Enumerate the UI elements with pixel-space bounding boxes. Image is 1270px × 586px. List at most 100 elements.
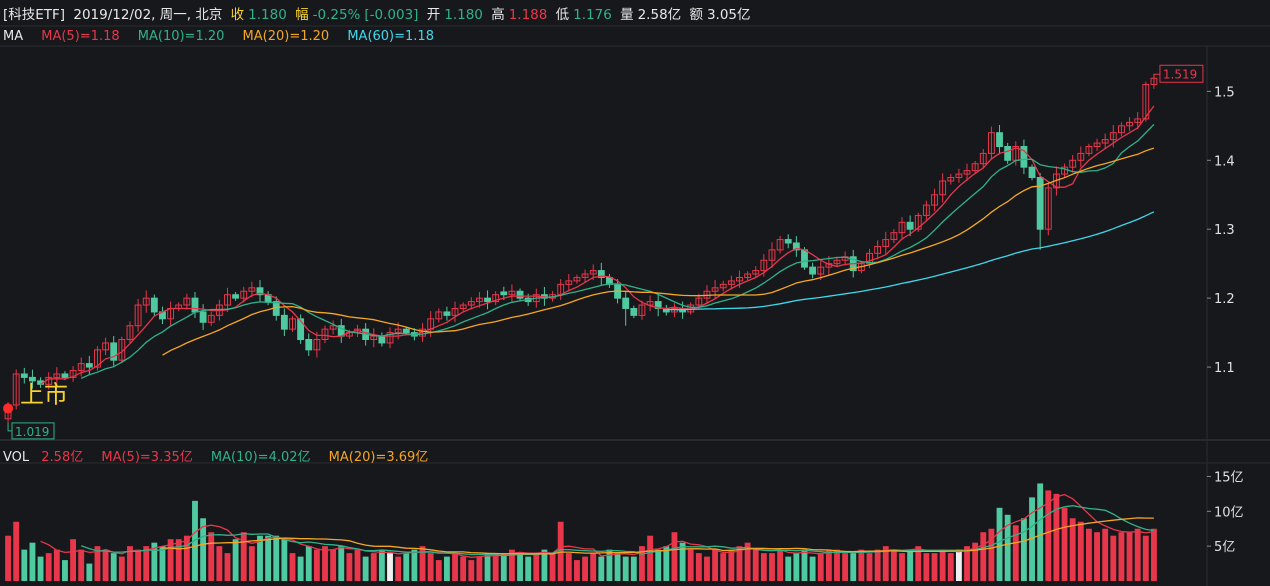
volume-bar xyxy=(598,556,605,581)
volume-bar xyxy=(135,549,142,581)
candle-body xyxy=(833,259,841,265)
change-abs: [-0.003] xyxy=(364,7,419,23)
volume-bar xyxy=(866,553,873,581)
volume-bar xyxy=(29,542,36,581)
volume-bar xyxy=(1020,518,1027,581)
volume-bar xyxy=(338,546,345,581)
volume-bar xyxy=(232,539,239,581)
listing-label: 上市 xyxy=(20,380,68,408)
volume-bar xyxy=(890,549,897,581)
price-tick-label: 1.3 xyxy=(1214,223,1235,238)
volume-bar xyxy=(297,556,304,581)
candle-body xyxy=(1077,152,1085,161)
volume-bar xyxy=(541,549,548,581)
candle-body xyxy=(69,370,77,378)
candle-body xyxy=(443,311,451,316)
volume-bar xyxy=(118,556,125,581)
candle-body xyxy=(1069,159,1077,168)
high-marker-label: 1.519 xyxy=(1163,67,1197,81)
candle-body xyxy=(94,349,101,368)
candle-body xyxy=(727,280,735,285)
volume-bar xyxy=(86,563,93,581)
candle-body xyxy=(979,152,987,165)
vol-tick-label: 15亿 xyxy=(1214,470,1244,485)
volume-bar xyxy=(476,556,483,581)
candle-body xyxy=(1126,121,1133,127)
low-value: 1.176 xyxy=(573,7,612,23)
volume-bar xyxy=(200,518,207,581)
volume-bar xyxy=(679,542,686,581)
ma-legend: MA MA(5)=1.18 MA(10)=1.20 MA(20)=1.20 MA… xyxy=(3,29,448,47)
symbol-label: [科技ETF] xyxy=(3,7,66,23)
candle-body xyxy=(402,328,410,334)
candle-body xyxy=(695,297,703,306)
volume-bar xyxy=(923,553,930,581)
candle-body xyxy=(12,373,20,406)
candle-body xyxy=(736,276,743,282)
volume-bar xyxy=(62,560,68,581)
volume-bar xyxy=(395,556,402,581)
candle-body xyxy=(150,297,158,313)
candle-body xyxy=(776,239,784,251)
candle-body xyxy=(297,318,305,341)
volume-bar xyxy=(1077,521,1084,581)
volume-bar xyxy=(1045,490,1052,581)
ma60-legend: MA(60)=1.18 xyxy=(347,29,434,44)
volume-bar xyxy=(387,553,393,581)
candle-body xyxy=(1093,142,1101,148)
candle-body xyxy=(1142,83,1150,120)
amount-value: 3.05亿 xyxy=(706,7,751,23)
candle-body xyxy=(77,363,85,372)
vol-value: 2.58亿 xyxy=(41,450,84,465)
volume-bar xyxy=(842,553,849,581)
volume-bar xyxy=(460,556,467,581)
volume-bar xyxy=(582,556,588,581)
listing-marker-dot xyxy=(3,403,14,414)
candle-body xyxy=(947,177,955,182)
volume-bar xyxy=(1029,497,1035,581)
volume-bar xyxy=(1151,528,1157,581)
vol-legend: VOL 2.58亿 MA(5)=3.35亿 MA(10)=4.02亿 MA(20… xyxy=(3,446,442,465)
candle-body xyxy=(890,232,898,241)
candle-body xyxy=(744,273,752,278)
volume-bar xyxy=(695,553,702,581)
candle-body xyxy=(760,259,768,272)
candle-body xyxy=(85,363,93,368)
candle-body xyxy=(1134,118,1142,123)
volume-bar xyxy=(972,542,979,581)
volume-bar xyxy=(53,549,60,581)
candle-body xyxy=(500,291,508,296)
low-marker-box xyxy=(11,422,55,440)
volume-bar xyxy=(647,535,654,581)
volume-bar xyxy=(939,549,946,581)
volume-bar xyxy=(720,553,727,581)
volume-bar xyxy=(850,553,857,581)
candle-body xyxy=(142,297,150,306)
change-label: 幅 xyxy=(295,7,309,23)
volume-bar xyxy=(443,556,450,581)
candle-body xyxy=(1028,166,1036,179)
volume-bar xyxy=(1085,528,1092,581)
vol-ma10-legend: MA(10)=4.02亿 xyxy=(210,450,311,465)
candle-body xyxy=(321,328,329,340)
volume-bar xyxy=(606,549,613,581)
quote-header: [科技ETF] 2019/12/02, 周一, 北京 收 1.180 幅 -0.25… xyxy=(3,3,755,23)
candle-body xyxy=(256,287,264,296)
price-tick-label: 1.4 xyxy=(1214,154,1235,169)
amount-label: 额 xyxy=(689,7,703,23)
volume-bar xyxy=(517,553,523,581)
volume-bar xyxy=(834,549,840,581)
candle-body xyxy=(508,290,516,296)
open-label: 开 xyxy=(426,7,441,23)
close-label: 收 xyxy=(230,7,245,23)
candle-body xyxy=(866,252,873,265)
candle-body xyxy=(280,314,288,330)
volume-bar xyxy=(1134,528,1141,581)
candle-body xyxy=(475,297,483,303)
volume-bar xyxy=(322,546,328,581)
volume-bar xyxy=(452,553,458,581)
candle-body xyxy=(1109,132,1117,141)
volume-bar xyxy=(760,553,767,581)
